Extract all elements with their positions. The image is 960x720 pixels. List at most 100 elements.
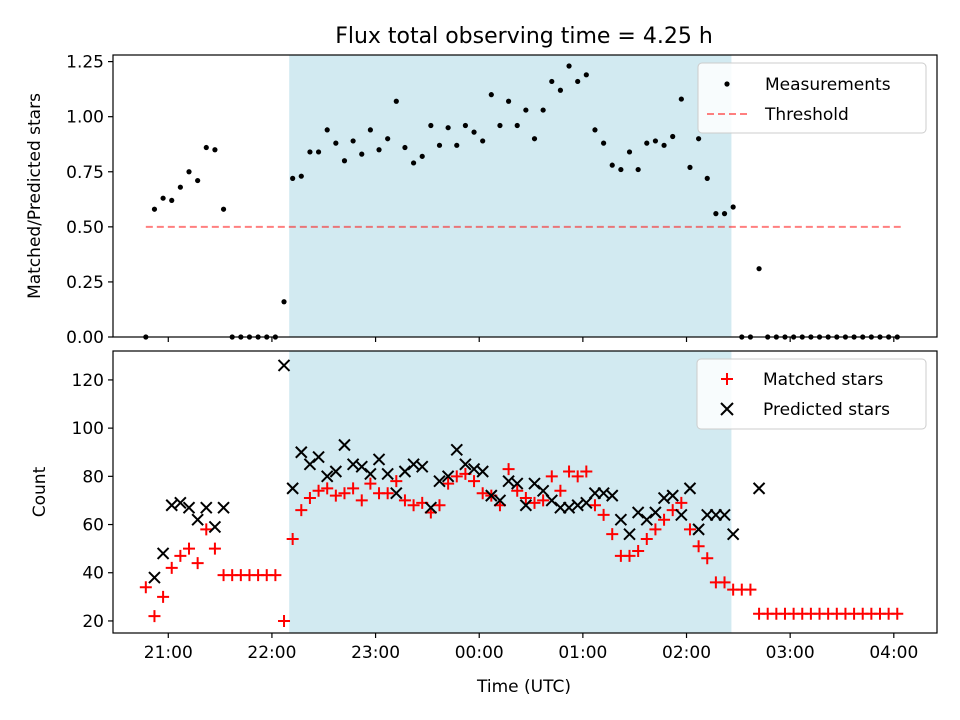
matched-star-point <box>329 489 342 502</box>
measurement-point <box>376 147 382 153</box>
matched-star-point <box>338 487 351 500</box>
predicted-star-point <box>424 501 438 514</box>
measurement-point <box>626 149 633 155</box>
predicted-star-point <box>433 474 446 488</box>
matched-star-point <box>269 569 282 582</box>
predicted-star-point <box>614 513 628 526</box>
measurement-point <box>462 122 469 129</box>
matched-star-point <box>502 463 515 476</box>
predicted-star-point <box>692 523 705 536</box>
ratio-y-tick-label: 1.25 <box>66 53 104 73</box>
count-y-tick-label: 40 <box>82 564 104 584</box>
matched-star-point <box>286 533 299 545</box>
matched-star-point <box>157 590 170 603</box>
measurement-point <box>505 98 512 104</box>
predicted-star-point <box>459 458 472 471</box>
measurement-point <box>359 151 365 157</box>
matched-star-point <box>891 607 904 620</box>
predicted-star-point <box>416 460 429 473</box>
chart-title: Flux total observing time = 4.25 h <box>335 24 713 49</box>
matched-star-point <box>355 494 368 507</box>
measurement-point <box>696 136 702 142</box>
measurement-point <box>290 175 296 181</box>
measurement-point <box>333 140 339 146</box>
measurement-point <box>514 122 520 129</box>
predicted-star-point <box>217 501 230 514</box>
x-tick-label: 01:00 <box>558 643 607 663</box>
measurement-point <box>652 138 659 144</box>
measurement-point <box>644 140 650 146</box>
matched-star-point <box>347 482 360 495</box>
ratio-y-tick-label: 0.25 <box>66 273 104 293</box>
matched-star-point <box>433 499 446 512</box>
measurement-point <box>324 127 330 133</box>
measurement-point <box>480 138 486 144</box>
matched-star-point <box>597 508 610 521</box>
predicted-star-point <box>364 467 377 481</box>
ratio-legend-box <box>697 62 927 134</box>
count-panel: 20 40 60 80 100 120 21:00 22:00 23:00 00:00 01:00… <box>30 350 938 697</box>
measurement-point <box>592 127 598 133</box>
ratio-y-tick-label: 1.00 <box>66 108 104 128</box>
x-tick-label: 04:00 <box>869 643 918 663</box>
predicted-star-point <box>320 470 334 483</box>
measurement-point <box>169 197 175 204</box>
observing-window-shade-top <box>289 55 732 337</box>
ratio-panel: 0.00 0.25 0.50 0.75 1.00 1.25 Matched/Predict… <box>25 53 938 348</box>
count-y-tick-label: 120 <box>72 371 104 391</box>
measurement-point <box>385 136 391 142</box>
predicted-star-point <box>485 489 498 502</box>
matched-star-point <box>554 484 567 497</box>
ratio-legend: Measurements Threshold <box>697 62 927 134</box>
predicted-star-point <box>372 453 386 466</box>
predicted-star-point <box>571 499 584 512</box>
legend-predicted-label: Predicted stars <box>763 400 890 420</box>
measurement-point <box>203 144 209 151</box>
matched-star-point <box>208 542 221 555</box>
measurement-point <box>212 147 218 153</box>
predicted-star-point <box>726 527 740 541</box>
count-y-tick-label: 20 <box>82 612 104 632</box>
ratio-axes-frame <box>112 54 938 338</box>
count-y-tick-label: 80 <box>82 467 104 487</box>
measurement-point <box>393 98 399 104</box>
measurement-point <box>618 166 624 173</box>
measurement-point <box>367 127 373 133</box>
matched-star-point <box>390 475 403 488</box>
measurement-point <box>410 160 417 166</box>
legend-measurements-label: Measurements <box>765 75 891 95</box>
count-legend: Matched stars Predicted stars <box>696 358 927 430</box>
matched-star-point <box>321 482 334 495</box>
ratio-y-ticks: 0.00 0.25 0.50 0.75 1.00 1.25 <box>66 53 113 348</box>
measurement-point <box>281 299 287 305</box>
matched-star-point <box>675 496 688 509</box>
measurement-point <box>540 107 546 113</box>
measurement-point <box>678 96 684 102</box>
x-tick-label: 02:00 <box>662 643 711 663</box>
matched-star-point <box>442 477 455 490</box>
measurement-point <box>488 92 494 98</box>
matched-star-point <box>683 523 696 536</box>
predicted-star-point <box>295 446 308 459</box>
matched-star-point <box>528 496 541 509</box>
measurement-point <box>713 211 719 217</box>
matched-star-point <box>303 492 316 505</box>
matched-star-point <box>398 494 411 507</box>
predicted-star-point <box>329 465 343 478</box>
measurement-point <box>307 149 313 155</box>
matched-star-point <box>278 614 291 627</box>
measurement-point <box>600 140 607 146</box>
measurement-point <box>531 136 538 142</box>
matched-star-point <box>519 492 532 505</box>
predicted-star-point <box>562 501 576 514</box>
predicted-star-point <box>450 443 463 457</box>
predicted-star-point <box>156 547 170 560</box>
count-y-axis-label: Count <box>30 466 50 517</box>
matched-star-point <box>476 487 489 500</box>
predicted-star-point <box>312 450 325 464</box>
matched-star-point <box>649 523 662 536</box>
ratio-x-ticks <box>167 337 895 342</box>
observing-window-shade-bottom <box>289 351 732 633</box>
predicted-star-point <box>286 482 299 495</box>
